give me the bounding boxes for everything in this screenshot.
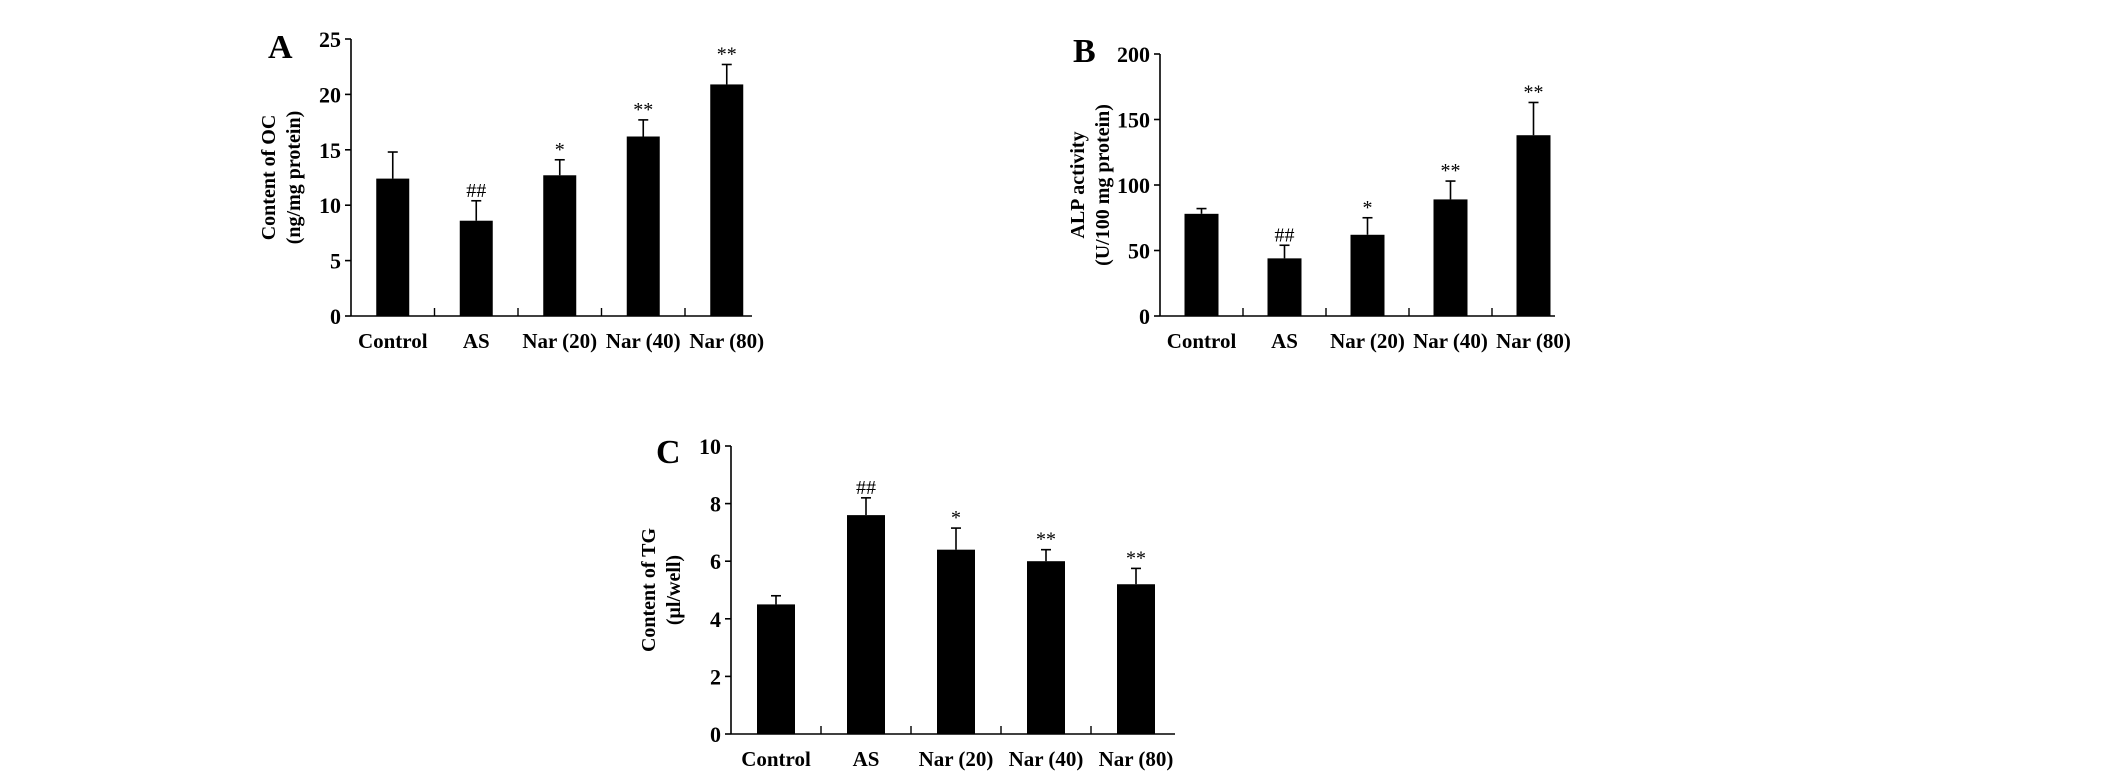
bar — [1350, 234, 1385, 316]
y-tick-label: 5 — [330, 249, 341, 274]
bar — [757, 604, 795, 734]
significance-label: ** — [1524, 81, 1544, 103]
y-tick-label: 0 — [710, 722, 721, 747]
x-tick-label: Control — [358, 329, 428, 353]
x-tick-label: Nar (80) — [1099, 747, 1174, 771]
chart-panel-a: A 0 5 10 15 20 25 Content of OC (ng/mg protein) C… — [258, 27, 764, 353]
y-tick-label: 25 — [319, 27, 341, 52]
y-tick-label: 2 — [710, 664, 721, 689]
y-tick-label: 8 — [710, 492, 721, 517]
bar — [937, 549, 975, 734]
y-tick-label: 0 — [1139, 304, 1150, 329]
x-tick-label: Nar (80) — [1496, 329, 1571, 353]
x-tick-label: Nar (20) — [919, 747, 994, 771]
y-axis-title: Content of OC — [258, 115, 280, 241]
bar — [710, 84, 744, 316]
y-tick-label: 0 — [330, 304, 341, 329]
y-tick-label: 10 — [699, 434, 721, 459]
bar — [376, 178, 410, 316]
y-tick-label: 6 — [710, 549, 721, 574]
x-tick-label: AS — [853, 747, 880, 771]
panel-label: C — [656, 434, 681, 471]
y-tick-label: 100 — [1117, 173, 1150, 198]
x-tick-label: Nar (40) — [606, 329, 681, 353]
chart-panel-c: C 0 2 4 6 8 10 Content of TG (μl/well) Control ## A… — [638, 434, 1175, 771]
y-tick-label: 20 — [319, 82, 341, 107]
y-tick-label: 10 — [319, 193, 341, 218]
significance-label: ** — [633, 99, 653, 121]
chart-panel-b: B 0 50 100 150 200 ALP activity (U/100 mg prote… — [1067, 33, 1571, 353]
y-axis-title: ALP activity — [1067, 131, 1089, 238]
significance-label: ** — [717, 43, 737, 65]
x-tick-label: Nar (20) — [1330, 329, 1405, 353]
bar — [1184, 213, 1219, 316]
significance-label: * — [951, 507, 961, 529]
bar — [1433, 199, 1468, 316]
bar — [1516, 135, 1551, 316]
significance-label: * — [1363, 197, 1373, 219]
x-tick-label: Control — [1167, 329, 1237, 353]
y-tick-label: 200 — [1117, 42, 1150, 67]
bar — [1267, 258, 1302, 316]
significance-label: * — [555, 139, 565, 161]
significance-label: ** — [1441, 160, 1461, 182]
bar — [847, 515, 885, 734]
bar — [1027, 561, 1065, 734]
significance-label: ** — [1036, 529, 1056, 551]
y-tick-label: 50 — [1128, 239, 1150, 264]
y-axis-title: (ng/mg protein) — [283, 111, 305, 245]
x-tick-label: Control — [741, 747, 811, 771]
panel-label: B — [1073, 33, 1096, 70]
x-tick-label: Nar (40) — [1413, 329, 1488, 353]
y-axis-title: Content of TG — [638, 528, 660, 653]
y-tick-label: 4 — [710, 607, 721, 632]
x-tick-label: AS — [1271, 329, 1298, 353]
bar — [543, 175, 577, 316]
y-axis-title: (μl/well) — [663, 555, 685, 625]
x-tick-label: Nar (40) — [1009, 747, 1084, 771]
bar — [626, 136, 660, 316]
panel-label: A — [268, 29, 293, 66]
x-tick-label: AS — [463, 329, 490, 353]
significance-label: ** — [1126, 547, 1146, 569]
y-tick-label: 15 — [319, 138, 341, 163]
significance-label: ## — [1275, 224, 1295, 246]
y-axis-title: (U/100 mg protein) — [1092, 104, 1114, 266]
significance-label: ## — [466, 180, 486, 202]
significance-label: ## — [856, 477, 876, 499]
x-tick-label: Nar (80) — [689, 329, 764, 353]
bar — [459, 220, 493, 316]
y-tick-label: 150 — [1117, 108, 1150, 133]
bar — [1117, 584, 1155, 734]
x-tick-label: Nar (20) — [522, 329, 597, 353]
